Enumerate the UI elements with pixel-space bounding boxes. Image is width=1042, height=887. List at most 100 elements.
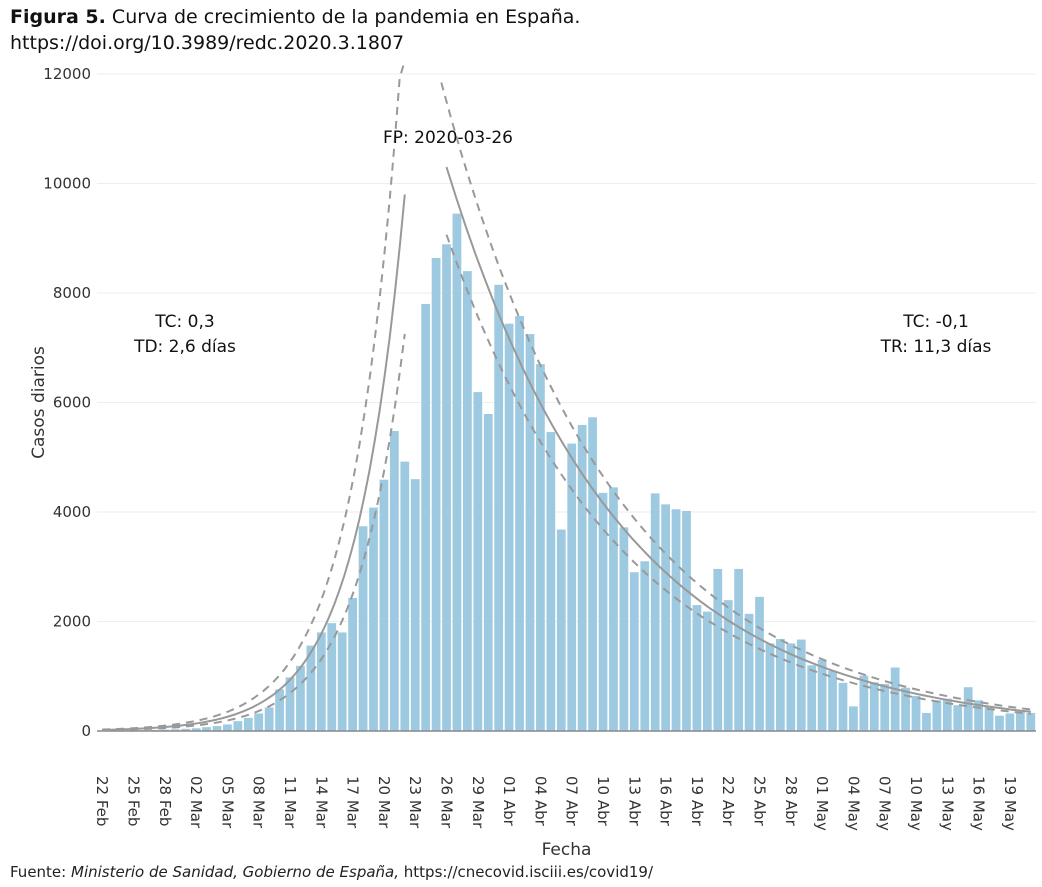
decline-fit-curve: [445, 166, 1031, 713]
x-tick-label: 19 May: [1001, 776, 1019, 831]
x-tick-label: 26 Mar: [438, 776, 456, 829]
bar: [400, 461, 410, 731]
source-organization: Ministerio de Sanidad, Gobierno de Españ…: [71, 863, 399, 881]
y-tick-label: 6000: [53, 394, 91, 412]
bar: [473, 392, 483, 731]
bar: [901, 687, 910, 731]
y-tick-label: 8000: [53, 284, 91, 302]
bar: [452, 213, 462, 732]
bar: [536, 364, 545, 731]
bar: [723, 600, 733, 731]
y-tick-label: 4000: [53, 503, 91, 521]
figure-doi: https://doi.org/10.3989/redc.2020.3.1807: [10, 32, 405, 54]
x-tick-label: 14 Mar: [312, 776, 330, 829]
bar: [671, 509, 681, 731]
bar: [869, 682, 879, 731]
growth-rate-label: TC: 0,3: [154, 312, 214, 332]
bar: [911, 695, 921, 731]
bar: [494, 284, 504, 731]
x-tick-label: 04 May: [844, 776, 862, 831]
bar: [838, 682, 848, 731]
bar: [483, 413, 493, 731]
x-tick-label: 25 Feb: [125, 776, 143, 826]
bar: [358, 526, 368, 731]
y-axis-title: Casos diarios: [29, 346, 49, 459]
y-tick-label: 2000: [53, 613, 91, 631]
x-tick-label: 01 Abr: [500, 776, 518, 827]
bar: [254, 713, 264, 731]
bar: [389, 430, 399, 731]
bar: [776, 639, 785, 731]
bar: [556, 529, 566, 731]
bar: [285, 677, 295, 731]
source-url: https://cnecovid.isciii.es/covid19/: [403, 863, 654, 881]
x-tick-label: 10 May: [907, 776, 925, 831]
bar: [692, 605, 702, 731]
bar: [1005, 713, 1015, 731]
bar: [859, 675, 869, 731]
bar: [442, 244, 451, 731]
doubling-time-label: TD: 2,6 días: [133, 337, 236, 357]
x-tick-label: 19 Abr: [688, 776, 706, 827]
x-tick-label: 25 Abr: [751, 776, 769, 827]
bar: [181, 728, 191, 731]
x-tick-label: 07 Abr: [563, 776, 581, 827]
bar: [1015, 711, 1025, 731]
x-tick-label: 13 Abr: [625, 776, 643, 827]
growth-fit-upper-ci: [102, 60, 406, 731]
bar: [755, 596, 764, 731]
bar: [337, 632, 347, 731]
x-axis-title: Fecha: [542, 840, 592, 860]
bar: [369, 507, 378, 731]
bar: [410, 479, 420, 731]
bar: [296, 665, 305, 731]
bar: [348, 597, 357, 731]
bar: [567, 443, 577, 731]
x-tick-label: 28 Feb: [156, 776, 174, 826]
bar: [515, 315, 524, 731]
bar: [525, 334, 535, 731]
bar: [306, 645, 316, 731]
x-tick-label: 28 Abr: [782, 776, 800, 827]
decline-fit-lower-ci: [445, 234, 1031, 715]
figure-title: Curva de crecimiento de la pandemia en E…: [111, 6, 581, 28]
bar: [629, 572, 639, 731]
bar: [702, 611, 712, 731]
bar: [922, 712, 931, 731]
bar: [264, 707, 274, 731]
x-tick-label: 22 Abr: [719, 776, 737, 827]
bar: [661, 504, 670, 731]
bar: [212, 726, 222, 731]
y-tick-label: 12000: [43, 65, 91, 83]
figure-caption: Figura 5. Curva de crecimiento de la pan…: [10, 4, 580, 56]
reduction-time-label: TR: 11,3 días: [880, 337, 992, 357]
x-tick-label: 04 Abr: [531, 776, 549, 827]
figure-label: Figura 5.: [10, 6, 106, 28]
x-tick-label: 16 Abr: [657, 776, 675, 827]
bar: [191, 728, 201, 731]
x-tick-label: 22 Feb: [93, 776, 111, 826]
x-tick-label: 02 Mar: [187, 776, 205, 829]
bar: [828, 670, 837, 731]
bar: [243, 717, 253, 731]
bar: [233, 721, 243, 731]
bar: [713, 568, 723, 731]
source-prefix: Fuente:: [10, 863, 67, 881]
bar: [682, 510, 691, 731]
bar: [170, 729, 180, 731]
bar: [1026, 712, 1036, 731]
y-tick-label: 0: [81, 722, 91, 740]
x-tick-label: 16 May: [970, 776, 988, 831]
x-tick-label: 01 May: [813, 776, 831, 831]
bar: [463, 271, 472, 731]
bar: [202, 727, 211, 731]
bar: [807, 665, 817, 731]
bar: [734, 568, 744, 731]
bar: [504, 323, 514, 731]
bar: [598, 492, 608, 731]
x-tick-label: 10 Abr: [594, 776, 612, 827]
x-tick-label: 13 May: [938, 776, 956, 831]
bar: [577, 424, 587, 731]
bar: [223, 724, 232, 731]
bar: [379, 479, 389, 731]
